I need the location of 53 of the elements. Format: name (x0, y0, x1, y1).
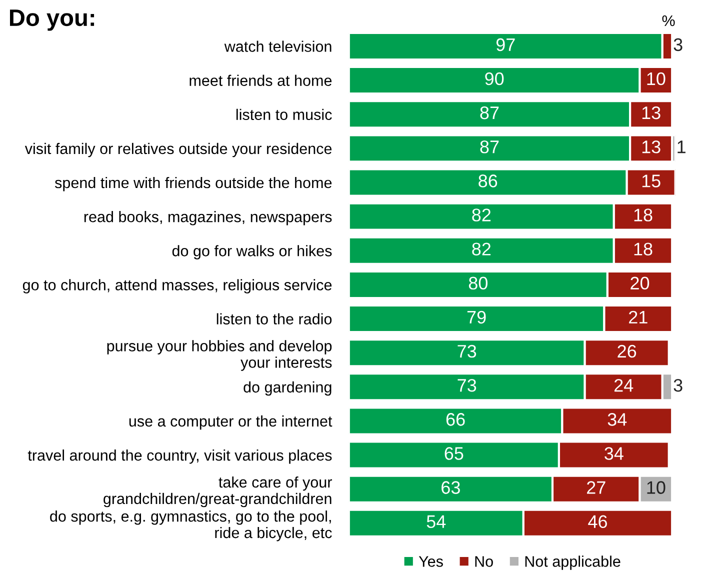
y-tick-label: visit family or relatives outside your residence (24, 142, 332, 158)
data-label: 3 (674, 378, 682, 392)
y-tick-label: listen to the radio (216, 313, 332, 324)
data-label: 82 (472, 208, 491, 222)
data-label: 1 (678, 140, 686, 154)
data-label: 24 (614, 378, 634, 392)
y-tick-label: do gardening (244, 381, 332, 396)
data-label: 82 (472, 242, 491, 256)
data-label: 10 (647, 481, 666, 494)
y-tick-label: listen to music (236, 108, 332, 120)
data-label: 13 (642, 106, 660, 120)
data-label: 15 (642, 174, 660, 188)
data-label: 20 (630, 276, 650, 290)
data-label: 87 (480, 140, 499, 154)
data-label: 54 (426, 515, 446, 528)
data-label: 73 (458, 378, 476, 392)
data-label: 18 (634, 242, 652, 256)
y-tick-label: pursue your hobbies and develop your interests (107, 340, 332, 371)
data-label: 80 (468, 276, 488, 290)
data-label: 65 (444, 447, 464, 460)
y-tick-label: spend time with friends outside the home (54, 176, 332, 192)
y-tick-label: use a computer or the internet (129, 415, 332, 430)
data-label: 86 (478, 174, 498, 188)
data-label: 87 (480, 106, 499, 120)
data-label: 63 (442, 481, 460, 494)
legend-label: Yes (418, 556, 443, 567)
y-tick-label: watch television (224, 40, 332, 52)
text: Do you: (10, 10, 94, 31)
text: % (662, 15, 675, 26)
y-tick-label: do sports, e.g. gymnastics, go to the pool, ride a bicycle, etc (50, 510, 332, 542)
y-tick-label: read books, magazines, newspapers (84, 211, 332, 226)
data-label: 26 (618, 344, 636, 358)
data-label: 21 (629, 310, 648, 324)
data-label: 3 (674, 38, 682, 52)
y-tick-label: do go for walks or hikes (172, 245, 332, 260)
data-label: 79 (467, 310, 486, 324)
data-label: 90 (485, 72, 504, 86)
legend-label: Not applicable (525, 556, 620, 570)
legend-label: No (475, 556, 493, 567)
data-label: 34 (604, 447, 624, 460)
data-label: 27 (587, 481, 606, 494)
y-tick-label: meet friends at home (190, 74, 332, 86)
y-tick-label: travel around the country, visit various places (28, 449, 332, 464)
data-label: 18 (634, 208, 652, 222)
y-tick-label: take care of your grandchildren/great-grandchildren (104, 476, 332, 508)
data-label: 46 (588, 515, 608, 528)
data-label: 73 (458, 344, 476, 358)
y-tick-label: go to church, attend masses, religious service (22, 279, 332, 294)
data-label: 13 (642, 140, 660, 154)
data-label: 34 (608, 413, 627, 426)
data-label: 10 (647, 72, 666, 86)
data-label: 66 (446, 413, 465, 426)
data-label: 97 (496, 38, 515, 52)
